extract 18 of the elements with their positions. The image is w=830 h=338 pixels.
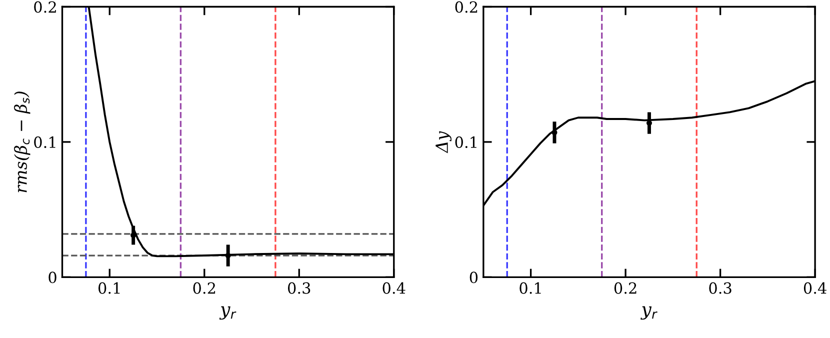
x-tick-label: 0.3	[288, 282, 310, 294]
y-tick-label: 0	[470, 272, 478, 284]
y-axis-title: Δy	[436, 131, 452, 154]
y-tick-label: 0.2	[34, 1, 56, 13]
y-tick-label: 0.2	[455, 1, 478, 13]
x-axis-title: y$_{r}$	[219, 306, 236, 320]
y-tick-label: 0	[48, 272, 56, 284]
x-tick-label: 0.1	[98, 282, 120, 294]
x-tick-label: 0.2	[193, 282, 216, 294]
x-tick-label: 0.4	[382, 282, 406, 294]
y-axis-title: rms(β$_{c}$ − β$_{s}$)	[14, 92, 30, 192]
x-tick-label: 0.1	[520, 282, 541, 294]
x-tick-label: 0.2	[614, 282, 636, 294]
y-tick-label: 0.1	[34, 136, 56, 148]
x-axis-title: y$_{r}$	[640, 306, 658, 320]
x-tick-label: 0.3	[709, 282, 732, 294]
x-tick-label: 0.4	[804, 282, 826, 294]
y-tick-label: 0.1	[455, 136, 476, 148]
